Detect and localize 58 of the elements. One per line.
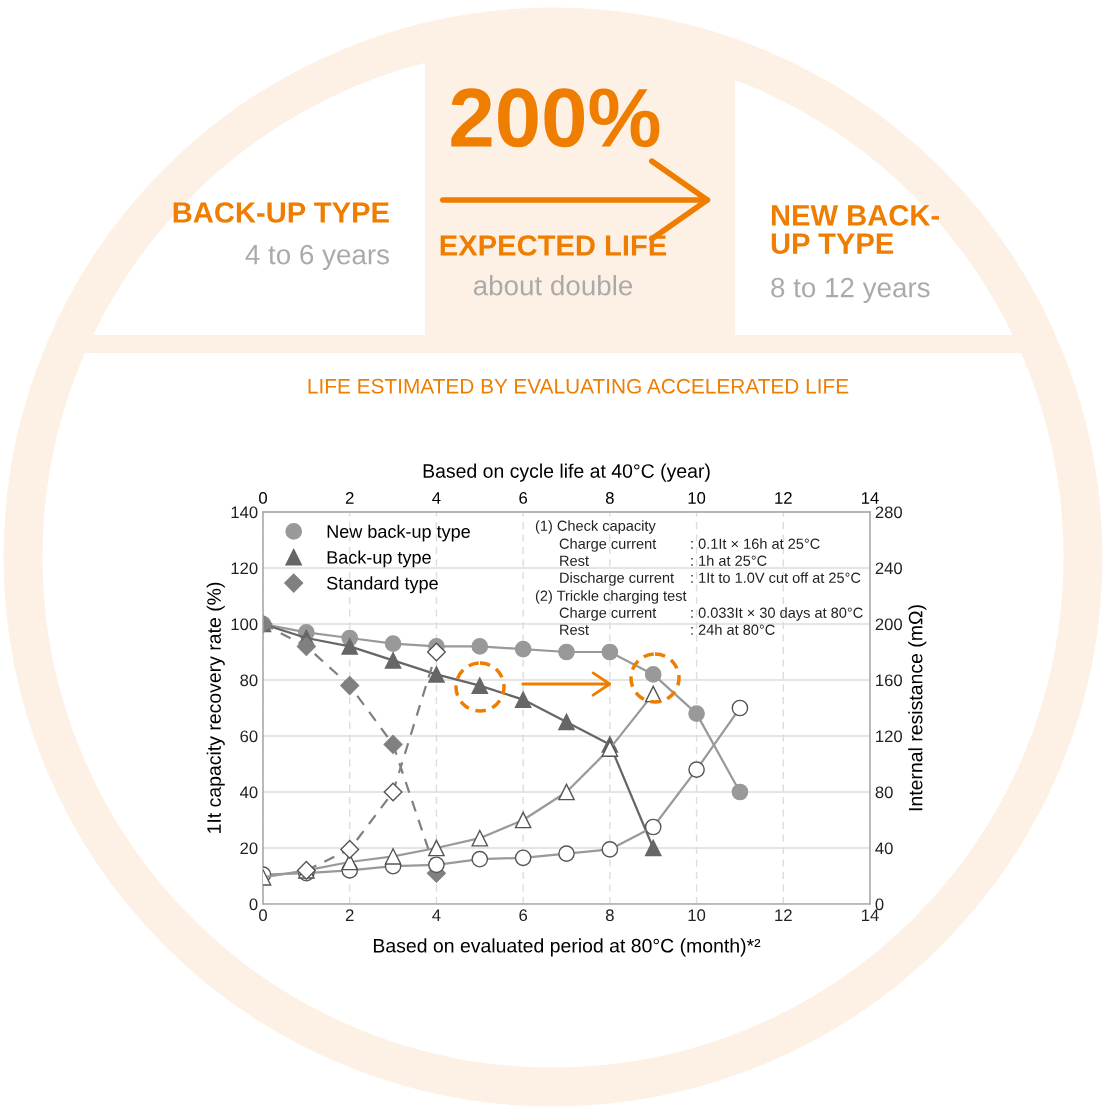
- text: about double: [473, 275, 633, 296]
- legend-label: New back-up type: [327, 524, 470, 542]
- x2-tick-label: 14: [862, 492, 879, 504]
- y-tick-label: 20: [240, 842, 258, 855]
- y2-tick-label: 40: [875, 842, 893, 855]
- legend-label: Back-up type: [327, 550, 431, 568]
- x2-tick-label: 0: [259, 492, 267, 504]
- y-tick-label: 100: [231, 618, 258, 631]
- text: BACK-UP TYPE: [173, 202, 389, 223]
- y2-axis-title: Internal resistance (mΩ): [908, 605, 927, 811]
- annotation: : 24h at 80°C: [691, 624, 775, 635]
- y2-tick-label: 160: [876, 674, 903, 687]
- y-tick-label: 80: [240, 674, 258, 687]
- text: 8 to 12 years: [771, 277, 930, 303]
- x2-axis-title: Based on cycle life at 40°C (year): [423, 463, 710, 482]
- x-tick-label: 2: [345, 909, 354, 921]
- y2-tick-label: 0: [875, 898, 884, 911]
- annotation: : 0.033It × 30 days at 80°C: [691, 607, 863, 621]
- x2-tick-label: 6: [519, 492, 528, 504]
- x2-tick-label: 10: [688, 492, 706, 504]
- annotation: (1) Check capacity: [535, 520, 656, 534]
- text: 200%: [451, 88, 660, 148]
- annotation: Discharge current: [560, 572, 674, 586]
- y-tick-label: 0: [249, 898, 258, 911]
- x2-tick-label: 8: [605, 492, 614, 504]
- y2-tick-label: 80: [875, 786, 893, 799]
- annotation: : 0.1It × 16h at 25°C: [691, 538, 820, 549]
- legend-label: Standard type: [327, 576, 438, 594]
- x2-tick-label: 2: [345, 492, 354, 504]
- annotation: Rest: [560, 555, 589, 566]
- annotation: Charge current: [559, 538, 657, 552]
- annotation: : 1It to 1.0V cut off at 25°C: [691, 572, 861, 583]
- x-tick-label: 4: [432, 909, 441, 921]
- x-axis-title: Based on evaluated period at 80°C (month)*²: [373, 938, 761, 957]
- annotation: (2) Trickle charging test: [535, 590, 687, 604]
- chart-title: LIFE ESTIMATED BY EVALUATING ACCELERATED LIFE: [308, 378, 849, 394]
- annotation: Rest: [560, 624, 589, 635]
- y-tick-label: 120: [231, 562, 258, 575]
- y-tick-label: 60: [240, 730, 258, 743]
- y2-tick-label: 200: [875, 618, 903, 631]
- y-axis-title: 1It capacity recovery rate (%): [206, 582, 225, 833]
- y2-tick-label: 120: [876, 730, 903, 743]
- annotation: : 1h at 25°C: [691, 555, 767, 566]
- x-tick-label: 14: [862, 909, 879, 921]
- text: NEW BACK- UP TYPE: [771, 205, 939, 254]
- x2-tick-label: 12: [775, 492, 792, 504]
- annotation: Charge current: [559, 607, 657, 621]
- y-tick-label: 140: [231, 506, 258, 519]
- y2-tick-label: 240: [875, 562, 903, 575]
- y2-tick-label: 280: [875, 506, 903, 519]
- y-tick-label: 40: [239, 786, 258, 799]
- x-tick-label: 6: [519, 909, 528, 922]
- x-tick-label: 10: [688, 909, 706, 922]
- x-tick-label: 0: [259, 909, 267, 922]
- text: 4 to 6 years: [245, 244, 390, 270]
- x-tick-label: 8: [605, 909, 614, 922]
- x2-tick-label: 4: [432, 492, 441, 504]
- x-tick-label: 12: [775, 909, 792, 921]
